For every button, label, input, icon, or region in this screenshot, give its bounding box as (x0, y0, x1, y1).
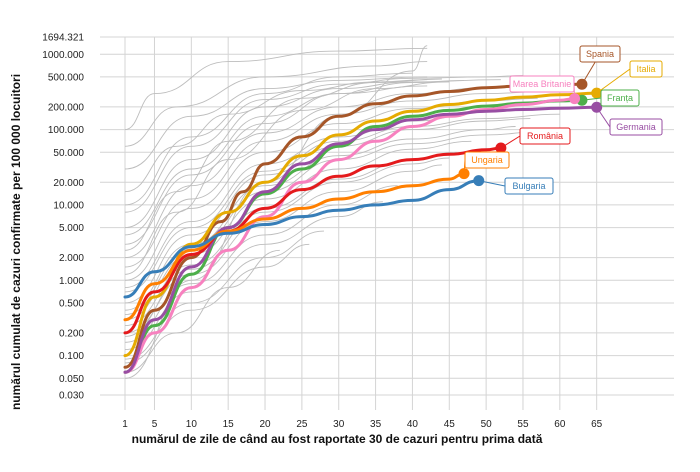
y-tick-label: 0.500 (59, 298, 84, 309)
x-tick-label: 45 (444, 419, 456, 430)
label-text: Franța (607, 93, 633, 103)
y-tick-label: 0.030 (59, 391, 84, 402)
series-line-germania[interactable] (123, 105, 599, 374)
x-tick-label: 60 (554, 419, 566, 430)
label-text: Ungaria (471, 155, 503, 165)
background-series-line (124, 151, 457, 327)
y-axis: 1694.321 1000.000 500.000 200.000 100.000 50.… (42, 33, 84, 402)
series-line-marea-britanie[interactable] (123, 97, 577, 374)
label-text: România (527, 131, 563, 141)
series-labels: Spania Italia Marea Britanie Franța Germania… (463, 45, 663, 195)
background-series-line (124, 47, 428, 131)
label-box (509, 75, 575, 93)
background-series-line (124, 76, 428, 170)
label-italia: Italia (596, 60, 663, 94)
x-axis: 1 5 10 15 20 25 30 35 40 45 50 55 60 65 (122, 419, 602, 430)
label-box (579, 45, 621, 63)
label-box (519, 127, 571, 145)
y-tick-label: 1000.000 (42, 50, 84, 61)
series-line-românia[interactable] (123, 146, 503, 335)
label-românia: România (500, 127, 571, 149)
background-series-line (124, 61, 428, 147)
label-ungaria: Ungaria (463, 151, 510, 174)
y-tick-label: 0.200 (59, 328, 84, 339)
label-connector (596, 68, 631, 94)
x-tick-label: 40 (407, 419, 419, 430)
x-tick-label: 65 (591, 419, 603, 430)
background-series-line (124, 85, 428, 236)
y-tick-label: 1694.321 (42, 33, 84, 44)
label-connector (478, 180, 506, 187)
y-tick-label: 100.000 (48, 125, 85, 136)
series-line-italia[interactable] (123, 91, 599, 358)
x-tick-label: 55 (517, 419, 529, 430)
background-series-line (124, 243, 310, 364)
background-series-line (124, 97, 538, 281)
label-spania: Spania (579, 45, 621, 85)
background-series-line (124, 91, 546, 268)
y-tick-label: 20.000 (53, 178, 84, 189)
background-series-line (124, 118, 531, 304)
y-tick-label: 2.000 (59, 253, 84, 264)
background-series-line (124, 79, 428, 193)
x-tick-label: 20 (259, 419, 271, 430)
y-tick-label: 1.000 (59, 276, 84, 287)
background-series-line (124, 79, 465, 245)
x-tick-label: 10 (186, 419, 198, 430)
y-tick-label: 10.000 (53, 200, 84, 211)
x-tick-label: 1 (122, 419, 128, 430)
label-text: Bulgaria (512, 181, 545, 191)
label-box (464, 151, 510, 169)
series-line-franța[interactable] (123, 98, 584, 374)
series-line-ungaria[interactable] (123, 172, 466, 322)
x-axis-title: numărul de zile de când au fost raportat… (132, 432, 543, 446)
background-series-line (124, 81, 450, 275)
y-tick-label: 0.100 (59, 351, 84, 362)
label-bulgaria: Bulgaria (478, 177, 554, 195)
label-germania: Germania (596, 106, 663, 136)
label-text: Marea Britanie (513, 79, 572, 89)
y-tick-label: 50.000 (53, 148, 84, 159)
label-franța: Franța (581, 89, 640, 107)
x-tick-label: 30 (333, 419, 345, 430)
label-box (600, 89, 640, 107)
highlighted-series-group (123, 78, 603, 374)
x-tick-label: 25 (296, 419, 308, 430)
label-box (629, 60, 663, 78)
background-series-line (124, 72, 413, 206)
label-box (609, 118, 663, 136)
background-series-line (124, 75, 524, 213)
label-marea-britanie: Marea Britanie (509, 75, 576, 99)
series-line-spania[interactable] (123, 82, 584, 369)
x-tick-label: 35 (370, 419, 382, 430)
label-connector (581, 97, 602, 101)
background-series-line (124, 249, 280, 373)
background-series-line (124, 79, 501, 229)
y-tick-label: 500.000 (48, 72, 85, 83)
label-box (504, 177, 554, 195)
y-tick-label: 0.050 (59, 374, 84, 385)
background-series-line (124, 78, 442, 251)
label-connector (596, 106, 611, 128)
x-tick-label: 50 (481, 419, 493, 430)
x-tick-label: 15 (223, 419, 235, 430)
background-series-line (124, 230, 325, 360)
label-connector (500, 135, 521, 149)
label-text: Germania (616, 122, 656, 132)
label-text: Spania (586, 49, 614, 59)
series-line-bulgaria[interactable] (123, 179, 481, 299)
y-axis-title: numărul cumulat de cazuri confirmate per… (9, 74, 23, 410)
label-text: Italia (636, 64, 655, 74)
background-series-group (124, 45, 560, 379)
y-tick-label: 200.000 (48, 102, 85, 113)
y-tick-label: 5.000 (59, 223, 84, 234)
x-tick-label: 5 (152, 419, 158, 430)
